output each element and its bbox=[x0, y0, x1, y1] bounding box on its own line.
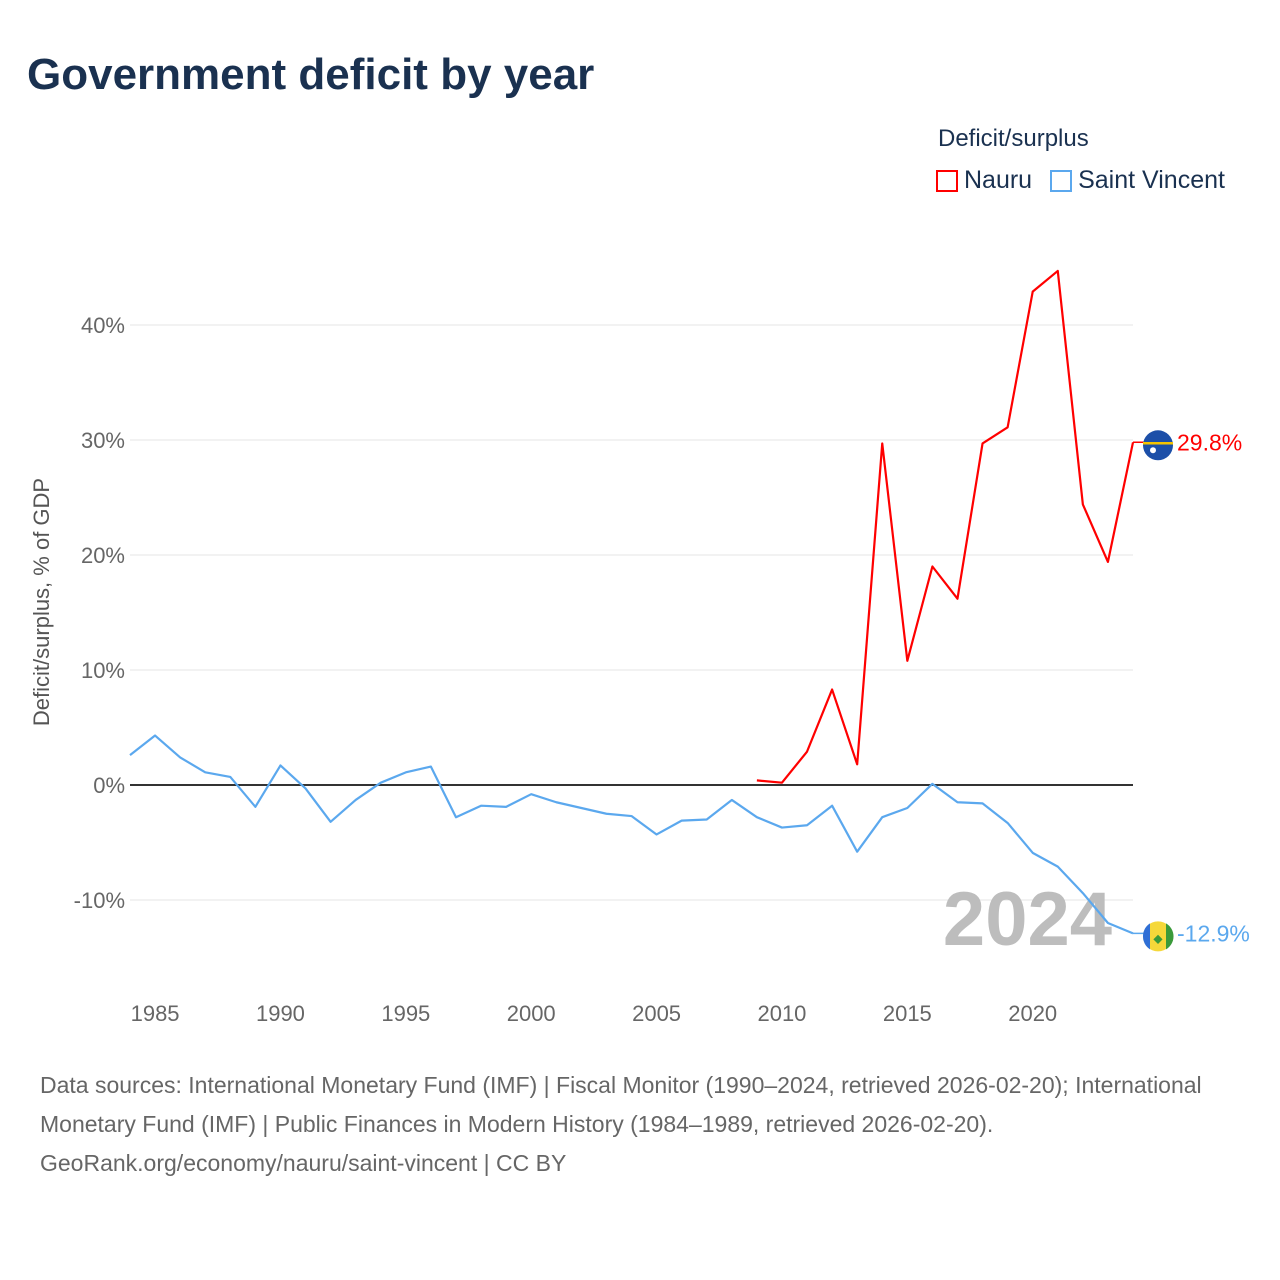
flag-stripe bbox=[1142, 923, 1150, 950]
legend-item-nauru[interactable]: Nauru bbox=[936, 166, 1032, 195]
legend: Nauru Saint Vincent bbox=[936, 166, 1225, 195]
flag-nauru-icon bbox=[1143, 430, 1173, 461]
x-tick-label: 2020 bbox=[1008, 1001, 1057, 1026]
source-link[interactable]: GeoRank.org/economy/nauru/saint-vincent bbox=[40, 1150, 478, 1176]
end-value-label: -12.9% bbox=[1177, 920, 1250, 946]
y-tick-label: 20% bbox=[81, 543, 125, 568]
legend-title: Deficit/surplus bbox=[938, 125, 1089, 152]
x-tick-label: 2005 bbox=[632, 1001, 681, 1026]
license: | CC BY bbox=[477, 1150, 567, 1176]
x-tick-label: 1985 bbox=[131, 1001, 180, 1026]
footer: Data sources: International Monetary Fun… bbox=[40, 1066, 1240, 1183]
flag-diamonds: ◆ bbox=[1153, 931, 1163, 945]
series-line-saint-vincent bbox=[129, 734, 1134, 935]
y-tick-label: -10% bbox=[74, 888, 125, 913]
data-sources: Data sources: International Monetary Fun… bbox=[40, 1072, 1202, 1137]
y-tick-label: 0% bbox=[93, 773, 125, 798]
x-tick-label: 2010 bbox=[757, 1001, 806, 1026]
legend-swatch-nauru bbox=[936, 169, 958, 192]
flag-stripe bbox=[1166, 923, 1174, 950]
x-tick-label: 1990 bbox=[256, 1001, 305, 1026]
end-value-label: 29.8% bbox=[1177, 429, 1242, 455]
y-tick-label: 40% bbox=[81, 313, 125, 338]
plot-area: -10% 0% 10% 20% 30% 40% 1985 1990 1995 2000 2005 20… bbox=[74, 269, 1250, 1026]
page-title: Government deficit by year bbox=[27, 50, 595, 99]
x-tick-label: 1995 bbox=[381, 1001, 430, 1026]
year-label: 2024 bbox=[943, 877, 1112, 962]
flag-saint-vincent-icon bbox=[1143, 921, 1173, 952]
series-line-nauru bbox=[756, 269, 1135, 784]
legend-swatch-saint-vincent bbox=[1050, 169, 1073, 192]
x-tick-label: 2000 bbox=[507, 1001, 556, 1026]
y-tick-label: 30% bbox=[81, 428, 125, 453]
legend-label: Saint Vincent bbox=[1078, 166, 1225, 194]
x-tick-label: 2015 bbox=[883, 1001, 932, 1026]
legend-label: Nauru bbox=[964, 166, 1033, 194]
legend-item-saint-vincent[interactable]: Saint Vincent bbox=[1050, 166, 1225, 195]
flag-star bbox=[1150, 447, 1156, 454]
y-tick-label: 10% bbox=[81, 658, 125, 683]
